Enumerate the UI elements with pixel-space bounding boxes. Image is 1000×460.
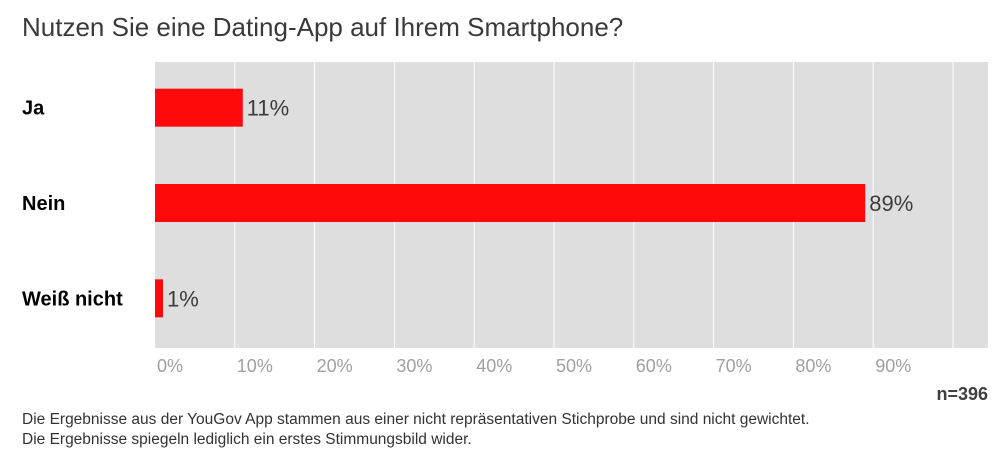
bar-1: [155, 184, 866, 222]
category-label-1: Nein: [22, 193, 65, 215]
bar-0: [155, 88, 243, 127]
category-label-2: Weiß nicht: [22, 288, 123, 310]
x-tick-label-5: 50%: [556, 356, 592, 376]
x-tick-label-6: 60%: [636, 356, 672, 376]
bar-2: [155, 279, 163, 318]
chart-title: Nutzen Sie eine Dating-App auf Ihrem Sma…: [22, 12, 624, 42]
x-tick-label-7: 70%: [716, 356, 752, 376]
category-label-0: Ja: [22, 98, 45, 120]
x-tick-label-4: 40%: [476, 356, 512, 376]
x-tick-label-9: 90%: [875, 356, 911, 376]
x-tick-label-3: 30%: [396, 356, 432, 376]
x-tick-label-8: 80%: [795, 356, 831, 376]
value-label-2: 1%: [167, 286, 199, 311]
x-tick-label-1: 10%: [237, 356, 273, 376]
value-label-0: 11%: [247, 96, 289, 121]
value-label-1: 89%: [869, 191, 913, 216]
footnote: Die Ergebnisse aus der YouGov App stamme…: [22, 410, 810, 450]
sample-size-label: n=396: [936, 384, 988, 404]
x-tick-label-2: 20%: [317, 356, 353, 376]
footnote-line-1: Die Ergebnisse aus der YouGov App stamme…: [22, 411, 810, 428]
footnote-line-2: Die Ergebnisse spiegeln lediglich ein er…: [22, 431, 472, 448]
x-tick-label-0: 0%: [157, 356, 183, 376]
